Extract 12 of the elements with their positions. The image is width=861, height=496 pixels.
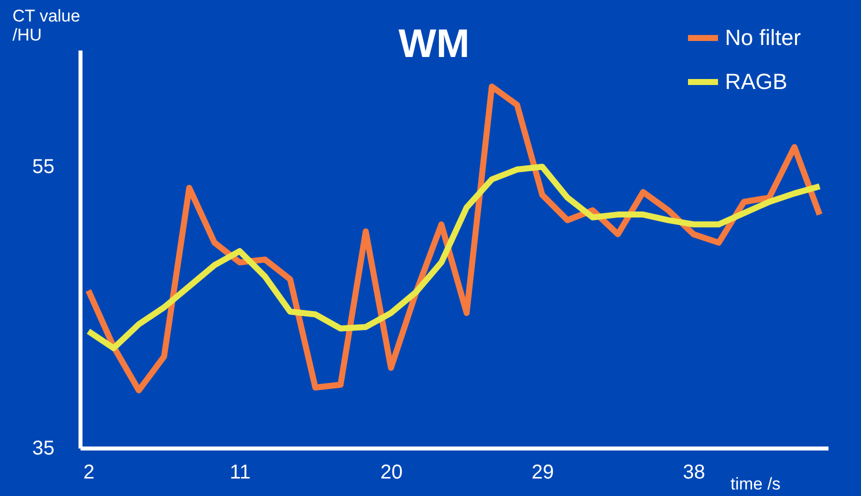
x-tick-label: 38 <box>682 462 706 484</box>
y-tick-label: 55 <box>32 156 54 178</box>
x-tick-label: 29 <box>532 462 554 484</box>
x-axis-title: time /s <box>730 474 781 494</box>
y-tick-label: 35 <box>32 438 54 460</box>
chart-title: WM <box>398 22 470 66</box>
x-tick-label: 20 <box>380 462 403 484</box>
y-axis-title: CT value /HU <box>12 6 80 44</box>
legend-label: RAGB <box>725 69 788 94</box>
x-tick-label: 11 <box>230 462 251 484</box>
x-tick-label: 2 <box>83 462 94 484</box>
legend-label: No filter <box>725 25 801 50</box>
